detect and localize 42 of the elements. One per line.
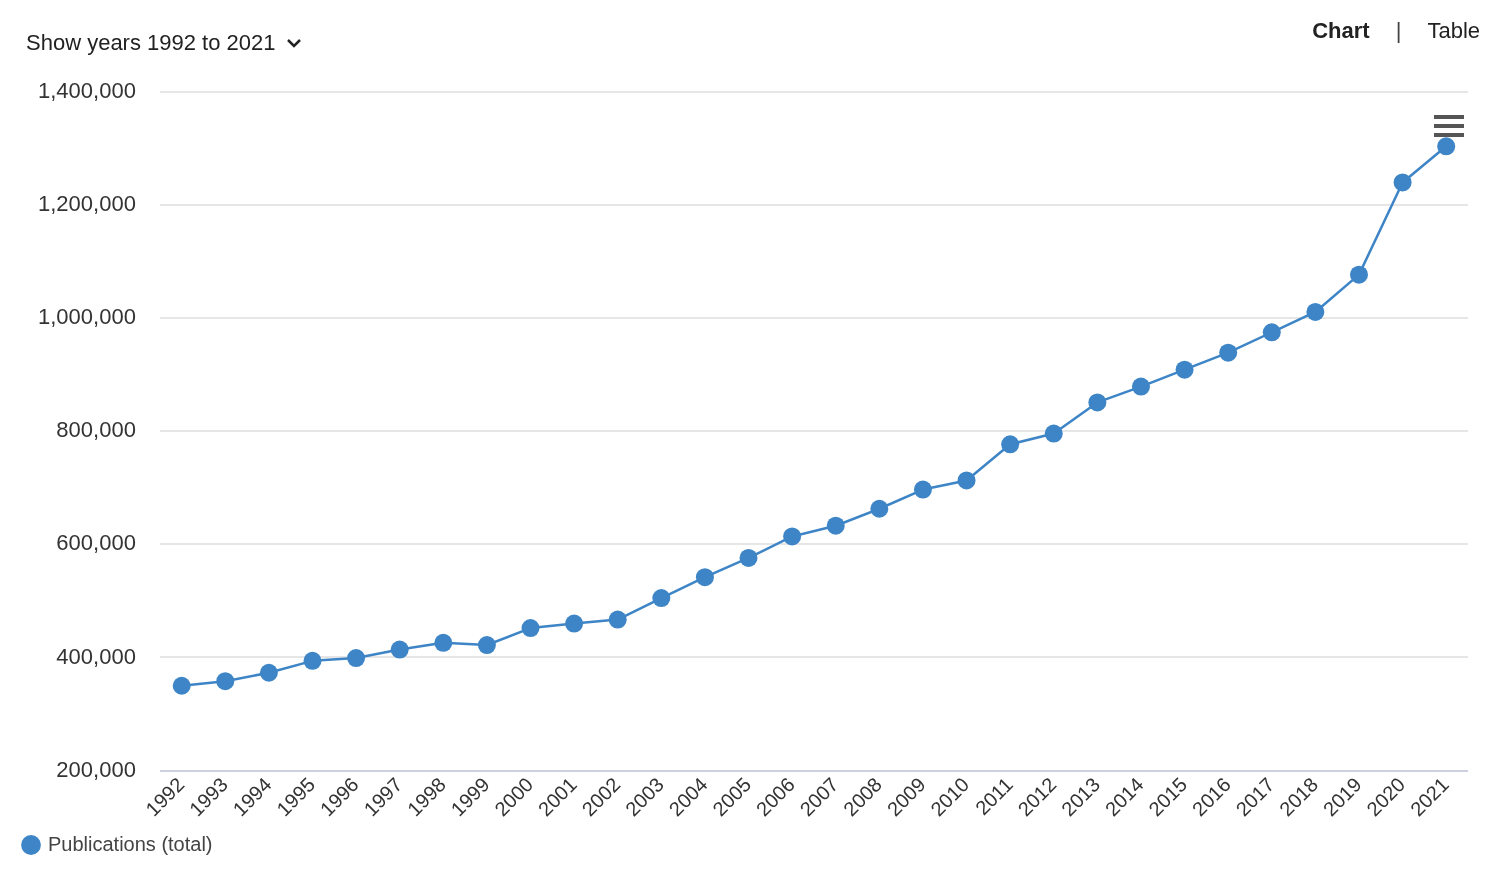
point [303,651,322,670]
text: Chart [1312,18,1370,44]
point [913,480,932,499]
y-tick-label: 800,000 [56,417,136,443]
point [739,548,758,567]
point [390,640,409,659]
point [216,672,235,691]
point [826,516,845,535]
point [477,636,496,655]
point [1131,377,1150,396]
point [1437,137,1456,156]
y-tick-label: 1,000,000 [38,304,136,330]
point [1262,323,1281,342]
point [1044,424,1063,443]
point [783,527,802,546]
y-tick-label: 400,000 [56,643,136,669]
point [1088,393,1107,412]
text: | [1395,18,1402,44]
point [521,619,540,638]
point [1001,435,1020,454]
point [1393,173,1412,192]
point [1306,302,1325,321]
point [565,614,584,633]
y-tick-label: 1,400,000 [38,78,136,104]
point [172,676,191,695]
point [347,649,366,668]
point [1349,265,1368,284]
point [652,589,671,608]
point [1175,360,1194,379]
y-tick-label: 200,000 [56,756,136,782]
text: Show years 1992 to 2021 [26,30,276,56]
y-tick-label: 600,000 [56,530,136,556]
y-tick-label: 1,200,000 [38,191,136,217]
point [695,568,714,587]
text: Table [1427,18,1480,44]
point [434,633,453,652]
point [608,610,627,629]
point [259,663,278,682]
point [870,499,889,518]
point [1219,343,1238,362]
point [957,471,976,490]
legend-label: Publications (total) [48,832,213,855]
